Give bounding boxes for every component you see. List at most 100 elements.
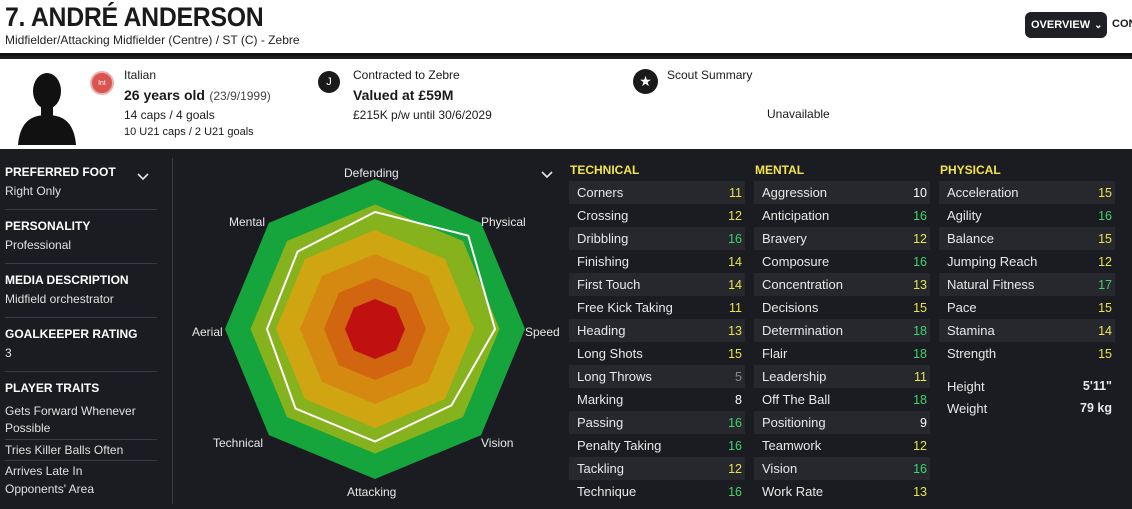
attribute-row[interactable]: Heading 13 — [569, 319, 745, 342]
contract-wage: £215K p/w until 30/6/2029 — [353, 108, 492, 122]
attribute-row[interactable]: Corners 11 — [569, 181, 745, 204]
preferred-foot-label: PREFERRED FOOT — [5, 165, 116, 179]
attribute-value: 18 — [913, 392, 927, 407]
club-crest-icon[interactable]: J — [318, 71, 340, 93]
attribute-value: 15 — [1098, 300, 1112, 315]
attribute-row[interactable]: Dribbling 16 — [569, 227, 745, 250]
technical-title: TECHNICAL — [570, 163, 640, 177]
attribute-row[interactable]: Tackling 12 — [569, 457, 745, 480]
scout-summary-status: Unavailable — [767, 107, 830, 121]
attribute-value: 18 — [913, 346, 927, 361]
weight-row: Weight 79 kg — [939, 397, 1115, 419]
player-details-panel: PREFERRED FOOT Right Only PERSONALITY Pr… — [0, 152, 160, 509]
attribute-row[interactable]: Concentration 13 — [754, 273, 930, 296]
attribute-row[interactable]: Finishing 14 — [569, 250, 745, 273]
radar-label-technical: Technical — [213, 436, 264, 450]
radar-player-outline — [265, 210, 497, 443]
attribute-row[interactable]: Work Rate 13 — [754, 480, 930, 503]
attribute-row[interactable]: Crossing 12 — [569, 204, 745, 227]
attribute-row[interactable]: Aggression 10 — [754, 181, 930, 204]
attribute-name: Decisions — [762, 300, 819, 315]
personality: Professional — [5, 238, 72, 252]
attribute-row[interactable]: Acceleration 15 — [939, 181, 1115, 204]
divider — [5, 209, 157, 210]
divider — [5, 460, 157, 461]
attribute-row[interactable]: Long Shots 15 — [569, 342, 745, 365]
attribute-row[interactable]: Technique 16 — [569, 480, 745, 503]
attribute-row[interactable]: Positioning 9 — [754, 411, 930, 434]
attribute-value: 16 — [913, 254, 927, 269]
trait-line: Arrives Late In — [5, 464, 83, 478]
attribute-value: 13 — [913, 277, 927, 292]
weight-label: Weight — [947, 400, 988, 416]
attribute-row[interactable]: Jumping Reach 12 — [939, 250, 1115, 273]
attribute-row[interactable]: Anticipation 16 — [754, 204, 930, 227]
attribute-row[interactable]: Agility 16 — [939, 204, 1115, 227]
attribute-row[interactable]: Pace 15 — [939, 296, 1115, 319]
attribute-value: 16 — [728, 231, 742, 246]
attribute-row[interactable]: Vision 16 — [754, 457, 930, 480]
player-name: 7. ANDRÉ ANDERSON — [5, 2, 264, 32]
attribute-row[interactable]: Bravery 12 — [754, 227, 930, 250]
attribute-row[interactable]: Determination 18 — [754, 319, 930, 342]
attribute-row[interactable]: Off The Ball 18 — [754, 388, 930, 411]
attribute-row[interactable]: Free Kick Taking 11 — [569, 296, 745, 319]
chevron-down-icon[interactable] — [540, 168, 554, 182]
attribute-name: Marking — [577, 392, 624, 407]
attribute-name: Long Throws — [577, 369, 652, 384]
attribute-name: Acceleration — [947, 185, 1019, 200]
attribute-name: Dribbling — [577, 231, 629, 246]
attribute-name: Bravery — [762, 231, 807, 246]
attribute-name: Agility — [947, 208, 982, 223]
attribute-row[interactable]: Strength 15 — [939, 342, 1115, 365]
attribute-name: Jumping Reach — [947, 254, 1038, 269]
attribute-value: 16 — [913, 461, 927, 476]
attribute-name: Teamwork — [762, 438, 822, 453]
attribute-row[interactable]: Decisions 15 — [754, 296, 930, 319]
attribute-value: 12 — [1098, 254, 1112, 269]
attribute-row[interactable]: Composure 16 — [754, 250, 930, 273]
next-tab[interactable]: CON — [1112, 18, 1132, 30]
attribute-row[interactable]: Passing 16 — [569, 411, 745, 434]
personality-label: PERSONALITY — [5, 219, 91, 233]
attribute-row[interactable]: First Touch 14 — [569, 273, 745, 296]
attribute-row[interactable]: Penalty Taking 16 — [569, 434, 745, 457]
attribute-name: Tackling — [577, 461, 624, 476]
attribute-value: 16 — [1098, 208, 1112, 223]
scout-summary-title[interactable]: Scout Summary — [667, 68, 753, 82]
radar-label-speed: Speed — [525, 325, 560, 339]
mental-title: MENTAL — [755, 163, 805, 177]
attribute-value: 12 — [913, 231, 927, 246]
attribute-row[interactable]: Stamina 14 — [939, 319, 1115, 342]
attribute-row[interactable]: Marking 8 — [569, 388, 745, 411]
attribute-row[interactable]: Teamwork 12 — [754, 434, 930, 457]
attribute-name: Work Rate — [762, 484, 824, 499]
trait-line: Opponents' Area — [5, 482, 95, 496]
chevron-down-icon[interactable] — [136, 170, 150, 184]
goalkeeper-rating: 3 — [5, 346, 12, 360]
attribute-name: Anticipation — [762, 208, 830, 223]
attribute-name: Composure — [762, 254, 830, 269]
panel-divider — [172, 158, 173, 504]
attribute-row[interactable]: Long Throws 5 — [569, 365, 745, 388]
international-caps: 14 caps / 4 goals — [124, 108, 215, 122]
attribute-name: Determination — [762, 323, 843, 338]
attribute-row[interactable]: Flair 18 — [754, 342, 930, 365]
attribute-value: 16 — [728, 438, 742, 453]
overview-dropdown[interactable]: OVERVIEW ⌄ — [1025, 12, 1107, 38]
player-positions: Midfielder/Attacking Midfielder (Centre)… — [5, 33, 300, 47]
technical-attributes: TECHNICAL Corners 11 Crossing 12 Dribbling 16… — [569, 163, 745, 503]
chevron-down-icon: ⌄ — [1094, 19, 1103, 31]
attribute-row[interactable]: Balance 15 — [939, 227, 1115, 250]
attribute-name: Long Shots — [577, 346, 643, 361]
attribute-name: Technique — [577, 484, 637, 499]
attribute-row[interactable]: Leadership 11 — [754, 365, 930, 388]
height-label: Height — [947, 378, 985, 394]
attribute-row[interactable]: Natural Fitness 17 — [939, 273, 1115, 296]
trait-line: Possible — [5, 421, 51, 435]
attribute-value: 16 — [728, 415, 742, 430]
height-value: 5'11" — [1082, 379, 1112, 393]
attribute-name: Positioning — [762, 415, 826, 430]
attribute-value: 13 — [728, 323, 742, 338]
trait-line: Tries Killer Balls Often — [5, 443, 124, 457]
